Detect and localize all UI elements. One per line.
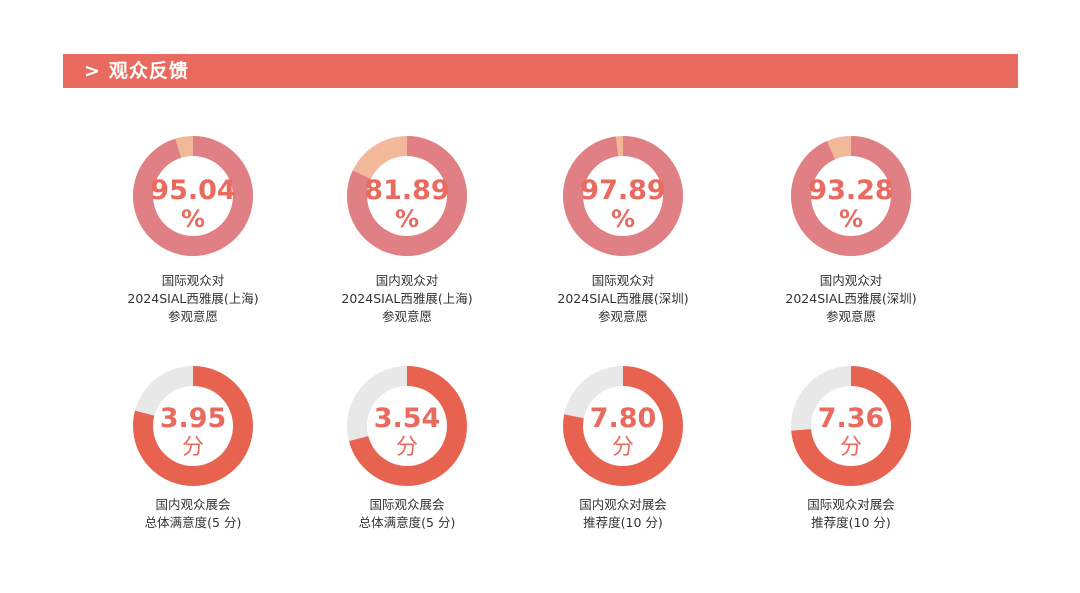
donut-chart-domestic-shanghai: 81.89 % 国内观众对 2024SIAL西雅展(上海) 参观意愿 xyxy=(287,132,527,332)
caption: 国内观众对 2024SIAL西雅展(上海) 参观意愿 xyxy=(287,272,527,326)
value-label: 3.95 xyxy=(159,403,227,434)
donut-ring xyxy=(347,136,467,256)
caption: 国内观众展会 总体满意度(5 分) xyxy=(73,496,313,532)
caption-line: 国际观众对展会 xyxy=(807,497,895,512)
section-header-bar xyxy=(63,54,1018,88)
unit-label: % xyxy=(180,205,206,233)
donut-value-arc xyxy=(133,136,253,256)
section-title-text: 观众反馈 xyxy=(108,60,189,82)
donut-ring xyxy=(347,366,467,486)
unit-label: % xyxy=(394,205,420,233)
donut-chart-intl-shenzhen: 97.89 % 国际观众对 2024SIAL西雅展(深圳) 参观意愿 xyxy=(503,132,743,332)
unit-label: 分 xyxy=(181,435,204,460)
unit-label: % xyxy=(610,205,636,233)
caption-line: 2024SIAL西雅展(深圳) xyxy=(557,291,689,306)
donut-value-arc xyxy=(563,366,683,486)
caption-line: 国内观众对展会 xyxy=(579,497,667,512)
caption: 国内观众对 2024SIAL西雅展(深圳) 参观意愿 xyxy=(731,272,971,326)
donut-ring xyxy=(563,136,683,256)
caption-line: 国内观众对 xyxy=(375,273,439,288)
donut-value-arc xyxy=(347,366,467,486)
donut-ring xyxy=(133,136,253,256)
donut-ring xyxy=(791,366,911,486)
unit-label: 分 xyxy=(611,435,634,460)
donut-chart-domestic-satisfaction: 3.95 分 国内观众展会 总体满意度(5 分) xyxy=(73,362,313,562)
caption: 国际观众对展会 推荐度(10 分) xyxy=(731,496,971,532)
caption-line: 总体满意度(5 分) xyxy=(144,515,242,530)
percentage-row: 95.04 % 国际观众对 2024SIAL西雅展(上海) 参观意愿 81.89… xyxy=(0,132,1080,332)
donut-value-arc xyxy=(133,366,253,486)
value-label: 7.36 xyxy=(817,403,885,434)
unit-label: % xyxy=(838,205,864,233)
caption-line: 国内观众展会 xyxy=(155,497,231,512)
donut-value-arc xyxy=(791,136,911,256)
caption: 国际观众对 2024SIAL西雅展(上海) 参观意愿 xyxy=(73,272,313,326)
chevron-right-icon: > xyxy=(84,60,101,82)
donut-chart-intl-recommend: 7.36 分 国际观众对展会 推荐度(10 分) xyxy=(731,362,971,562)
donut-chart-intl-shanghai: 95.04 % 国际观众对 2024SIAL西雅展(上海) 参观意愿 xyxy=(73,132,313,332)
value-label: 3.54 xyxy=(373,403,441,434)
caption-line: 国内观众对 xyxy=(819,273,883,288)
caption: 国际观众对 2024SIAL西雅展(深圳) 参观意愿 xyxy=(503,272,743,326)
value-label: 95.04 xyxy=(150,175,236,206)
value-label: 93.28 xyxy=(808,175,894,206)
caption: 国际观众展会 总体满意度(5 分) xyxy=(287,496,527,532)
caption-line: 参观意愿 xyxy=(597,309,648,324)
score-row: 3.95 分 国内观众展会 总体满意度(5 分) 3.54 分 国际观众展会 总… xyxy=(0,362,1080,562)
caption: 国内观众对展会 推荐度(10 分) xyxy=(503,496,743,532)
donut-chart-intl-satisfaction: 3.54 分 国际观众展会 总体满意度(5 分) xyxy=(287,362,527,562)
caption-line: 推荐度(10 分) xyxy=(583,515,663,530)
caption-line: 总体满意度(5 分) xyxy=(358,515,456,530)
unit-label: 分 xyxy=(395,435,418,460)
caption-line: 2024SIAL西雅展(上海) xyxy=(341,291,473,306)
value-label: 7.80 xyxy=(589,403,657,434)
caption-line: 国际观众对 xyxy=(591,273,655,288)
donut-value-arc xyxy=(347,136,467,256)
unit-label: 分 xyxy=(839,435,862,460)
donut-ring xyxy=(791,136,911,256)
caption-line: 参观意愿 xyxy=(825,309,876,324)
donut-chart-domestic-shenzhen: 93.28 % 国内观众对 2024SIAL西雅展(深圳) 参观意愿 xyxy=(731,132,971,332)
donut-ring xyxy=(133,366,253,486)
section-title: > 观众反馈 xyxy=(84,59,189,83)
caption-line: 国际观众展会 xyxy=(369,497,445,512)
caption-line: 参观意愿 xyxy=(167,309,218,324)
caption-line: 2024SIAL西雅展(深圳) xyxy=(785,291,917,306)
donut-value-arc xyxy=(791,366,911,486)
caption-line: 国际观众对 xyxy=(161,273,225,288)
donut-value-arc xyxy=(563,136,683,256)
value-label: 81.89 xyxy=(364,175,450,206)
caption-line: 参观意愿 xyxy=(381,309,432,324)
donut-chart-domestic-recommend: 7.80 分 国内观众对展会 推荐度(10 分) xyxy=(503,362,743,562)
caption-line: 2024SIAL西雅展(上海) xyxy=(127,291,259,306)
donut-ring xyxy=(563,366,683,486)
caption-line: 推荐度(10 分) xyxy=(811,515,891,530)
value-label: 97.89 xyxy=(580,175,666,206)
